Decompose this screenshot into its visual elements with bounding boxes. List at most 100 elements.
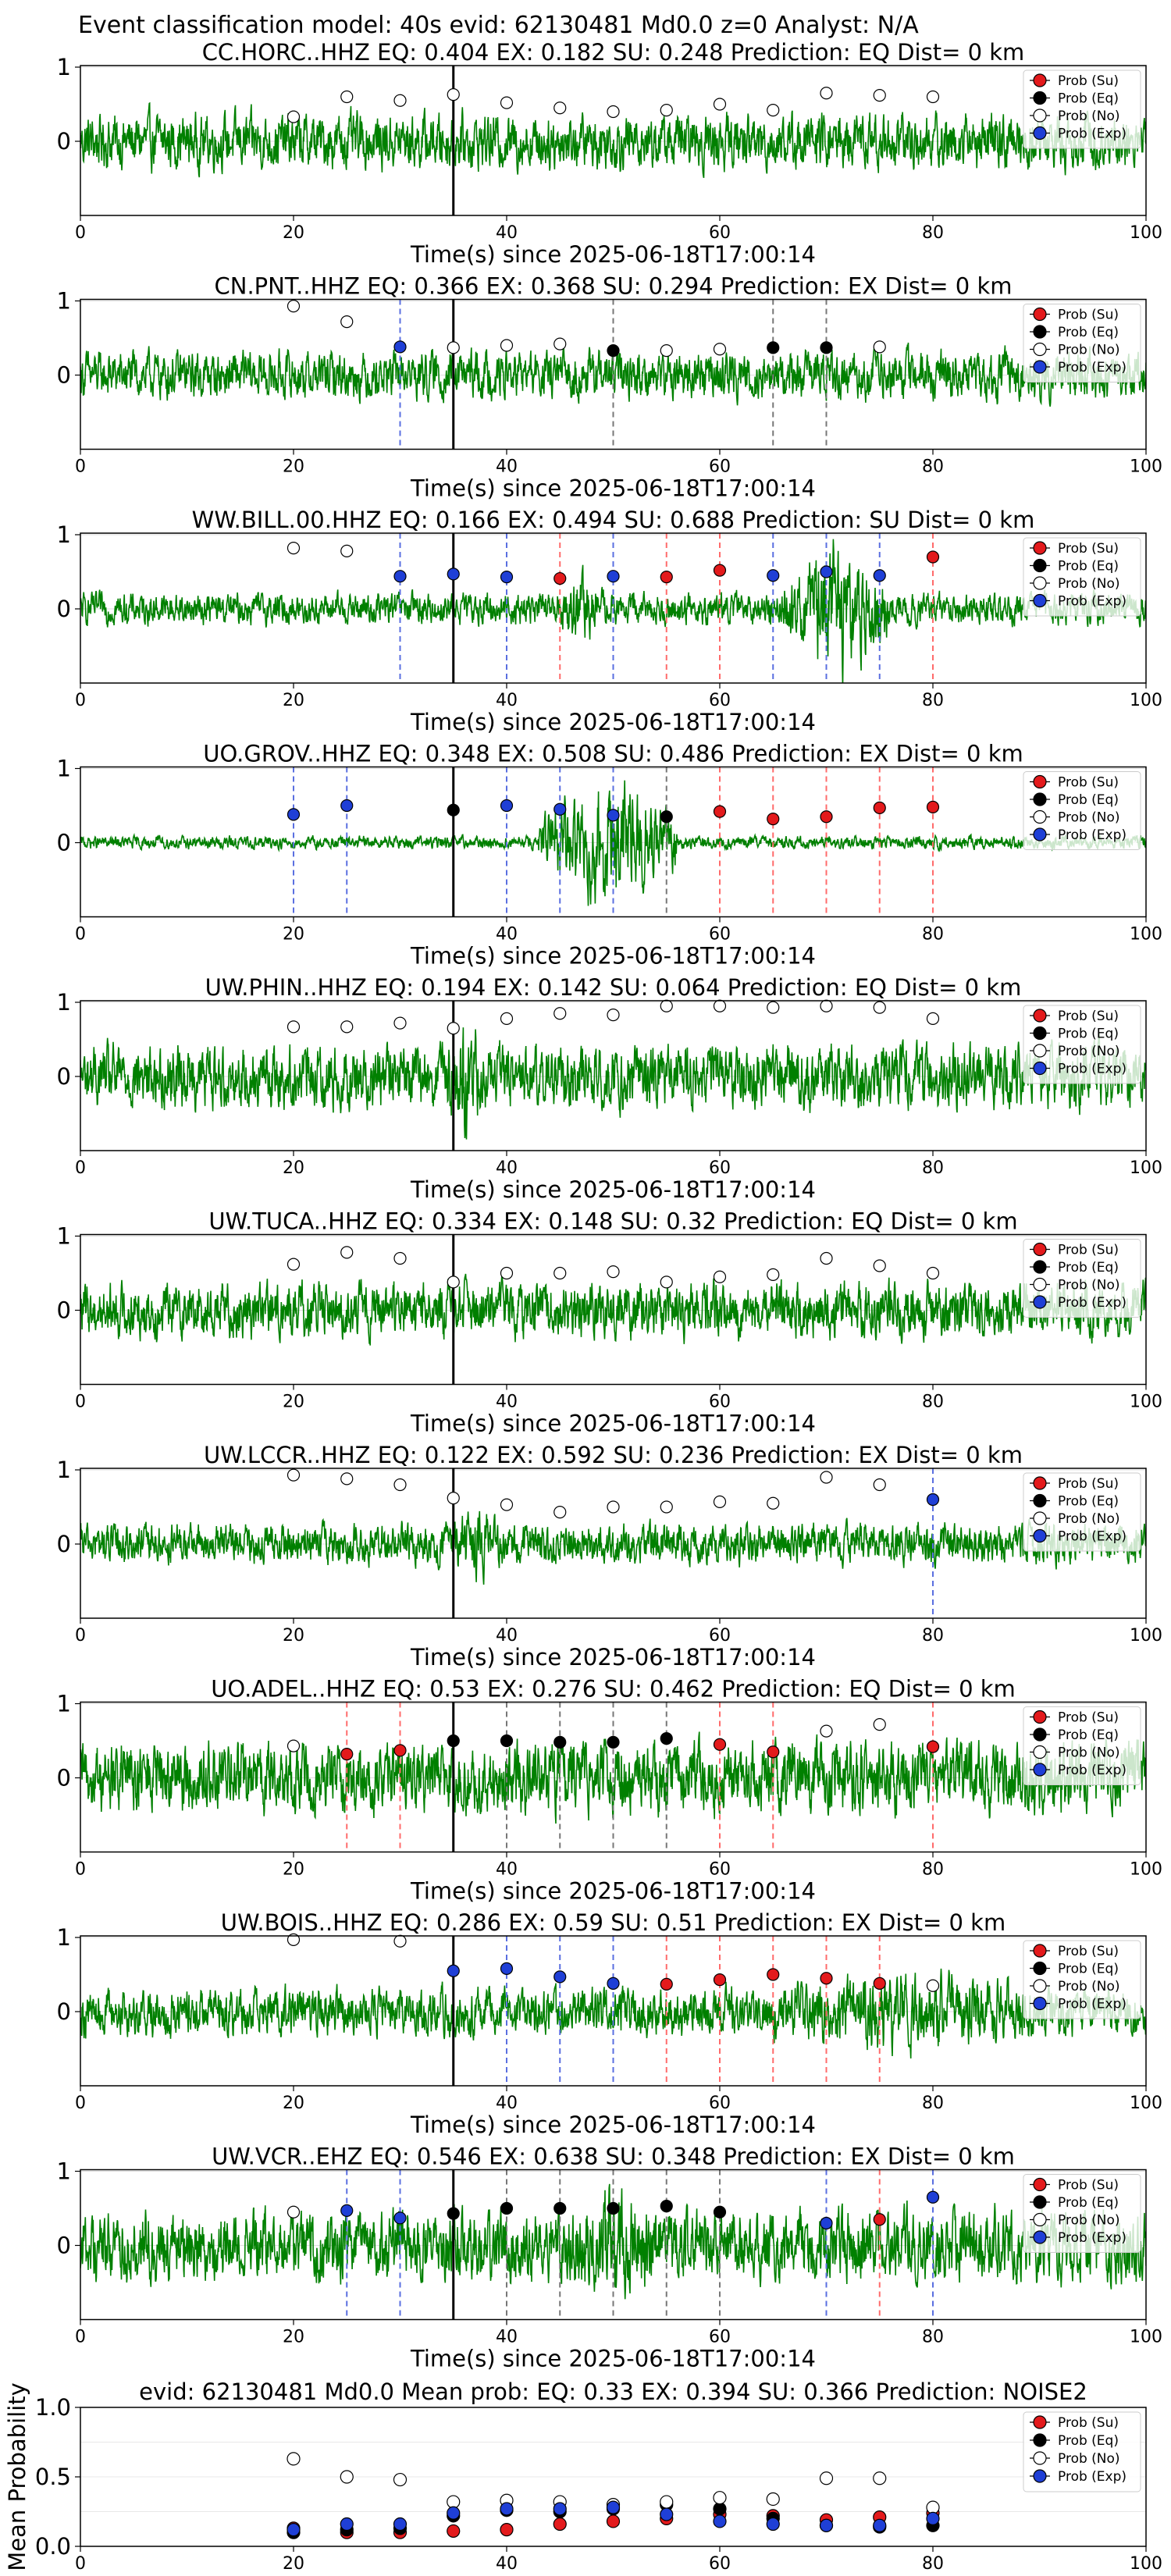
legend-marker-exp xyxy=(1033,827,1047,841)
legend-box xyxy=(1023,304,1141,382)
prob-marker-su xyxy=(873,1976,886,1990)
xtick-label: 0 xyxy=(75,691,86,710)
xtick-label: 80 xyxy=(922,1393,944,1412)
mean-prob-marker-exp xyxy=(606,2500,621,2514)
panel-title: UW.TUCA..HHZ EQ: 0.334 EX: 0.148 SU: 0.3… xyxy=(208,1208,1017,1235)
prob-marker-eq xyxy=(447,2207,460,2220)
xtick-label: 20 xyxy=(283,2554,304,2574)
waveform-trace xyxy=(80,101,1146,178)
xtick-label: 60 xyxy=(709,2328,731,2347)
prob-marker-no xyxy=(340,1472,354,1485)
mean-prob-marker-exp xyxy=(819,2518,834,2532)
xtick-label: 60 xyxy=(709,925,731,945)
legend-label-exp: Prob (Exp) xyxy=(1058,1062,1127,1077)
ytick-label: 1 xyxy=(57,288,71,315)
summary-title: evid: 62130481 Md0.0 Mean prob: EQ: 0.33… xyxy=(139,2379,1087,2405)
legend-marker-no xyxy=(1033,809,1047,824)
ytick-label: 1 xyxy=(57,1457,71,1483)
prob-marker-exp xyxy=(500,571,514,584)
xtick-label: 0 xyxy=(75,1158,86,1178)
prob-marker-su xyxy=(767,812,780,826)
ytick-label: 1 xyxy=(57,1691,71,1717)
legend-box xyxy=(1023,537,1141,617)
x-axis-label: Time(s) since 2025-06-18T17:00:14 xyxy=(410,475,816,502)
panel-title: UW.BOIS..HHZ EQ: 0.286 EX: 0.59 SU: 0.51… xyxy=(221,1909,1005,1936)
legend-marker-su xyxy=(1033,307,1047,322)
xtick-label: 20 xyxy=(283,1860,304,1880)
prob-marker-no xyxy=(767,1268,780,1282)
legend-label-eq: Prob (Eq) xyxy=(1058,2195,1119,2211)
legend-label-no: Prob (No) xyxy=(1058,810,1120,826)
xtick-label: 100 xyxy=(1130,1626,1162,1646)
xtick-label: 40 xyxy=(496,2094,518,2113)
legend-label-no: Prob (No) xyxy=(1058,1278,1120,1293)
prob-marker-no xyxy=(553,1007,567,1020)
legend-label-su: Prob (Su) xyxy=(1058,775,1119,791)
legend-marker-no xyxy=(1033,576,1047,590)
chart-panel-9: UW.VCR..EHZ EQ: 0.546 EX: 0.638 SU: 0.34… xyxy=(57,2144,1162,2372)
mean-prob-marker-no xyxy=(713,2491,727,2505)
legend-label-eq: Prob (Eq) xyxy=(1058,325,1119,340)
legend-label-exp: Prob (Exp) xyxy=(1058,360,1127,375)
prob-marker-su xyxy=(873,801,886,814)
prob-marker-exp xyxy=(607,809,620,822)
prob-marker-eq xyxy=(660,1732,673,1745)
axes-frame xyxy=(80,1468,1147,1619)
waveform-trace xyxy=(80,1273,1146,1346)
prob-marker-no xyxy=(447,341,460,354)
legend-label-exp: Prob (Exp) xyxy=(1058,126,1127,142)
prob-marker-su xyxy=(553,571,567,585)
legend-box xyxy=(1023,771,1141,850)
mean-prob-marker-exp xyxy=(713,2514,727,2528)
mean-prob-marker-no xyxy=(660,2495,674,2509)
xtick-label: 80 xyxy=(922,1860,944,1880)
xtick-label: 0 xyxy=(75,1860,86,1880)
legend-label-exp: Prob (Exp) xyxy=(1058,2230,1127,2246)
axes-frame xyxy=(80,532,1147,684)
mean-prob-marker-no xyxy=(287,2452,301,2466)
axes-frame xyxy=(80,1701,1147,1853)
legend-marker-exp xyxy=(1033,1528,1047,1543)
legend-marker-eq xyxy=(1033,2433,1047,2447)
prob-marker-exp xyxy=(287,808,301,821)
x-axis-label: Time(s) since 2025-06-18T17:00:14 xyxy=(410,709,816,735)
prob-marker-exp xyxy=(340,2204,354,2217)
prob-marker-no xyxy=(660,999,673,1012)
prob-marker-su xyxy=(926,550,940,564)
axes-frame xyxy=(80,2169,1147,2321)
prob-marker-no xyxy=(767,1496,780,1510)
prob-marker-eq xyxy=(607,344,620,358)
prob-marker-su xyxy=(767,1745,780,1759)
legend-label-eq: Prob (Eq) xyxy=(1058,1026,1119,1042)
prob-marker-no xyxy=(553,101,567,115)
mean-prob-marker-no xyxy=(766,2492,780,2507)
xtick-label: 60 xyxy=(709,457,731,477)
mean-prob-marker-exp xyxy=(926,2511,940,2525)
chart-panel-1: CN.PNT..HHZ EQ: 0.366 EX: 0.368 SU: 0.29… xyxy=(57,273,1162,502)
chart-panel-6: UW.LCCR..HHZ EQ: 0.122 EX: 0.592 SU: 0.2… xyxy=(57,1442,1162,1670)
prob-marker-no xyxy=(447,1276,460,1289)
prob-marker-no xyxy=(287,2205,301,2218)
prob-marker-no xyxy=(820,1471,833,1484)
xtick-label: 100 xyxy=(1130,2328,1162,2347)
waveform-trace xyxy=(80,1027,1146,1140)
prob-marker-exp xyxy=(926,1493,940,1507)
prob-marker-no xyxy=(607,105,620,119)
chart-panel-7: UO.ADEL..HHZ EQ: 0.53 EX: 0.276 SU: 0.46… xyxy=(57,1676,1162,1905)
legend-marker-eq xyxy=(1033,325,1047,339)
ytick-label: 0 xyxy=(57,1998,71,2025)
ytick-label: 1 xyxy=(57,2158,71,2185)
xtick-label: 80 xyxy=(922,1158,944,1178)
panel-title: CN.PNT..HHZ EQ: 0.366 EX: 0.368 SU: 0.29… xyxy=(215,273,1013,300)
legend-label-exp: Prob (Exp) xyxy=(1058,594,1127,610)
prob-marker-no xyxy=(873,1718,886,1731)
legend-label-exp: Prob (Exp) xyxy=(1058,2469,1127,2485)
x-axis-label: Time(s) since 2025-06-18T17:00:14 xyxy=(410,1878,816,1905)
legend-label-no: Prob (No) xyxy=(1058,1044,1120,1059)
xtick-label: 40 xyxy=(496,1393,518,1412)
prob-marker-exp xyxy=(340,799,354,813)
xtick-label: 80 xyxy=(922,1626,944,1646)
prob-marker-no xyxy=(660,344,673,358)
ytick-label: 0 xyxy=(57,128,71,155)
xtick-label: 60 xyxy=(709,1626,731,1646)
